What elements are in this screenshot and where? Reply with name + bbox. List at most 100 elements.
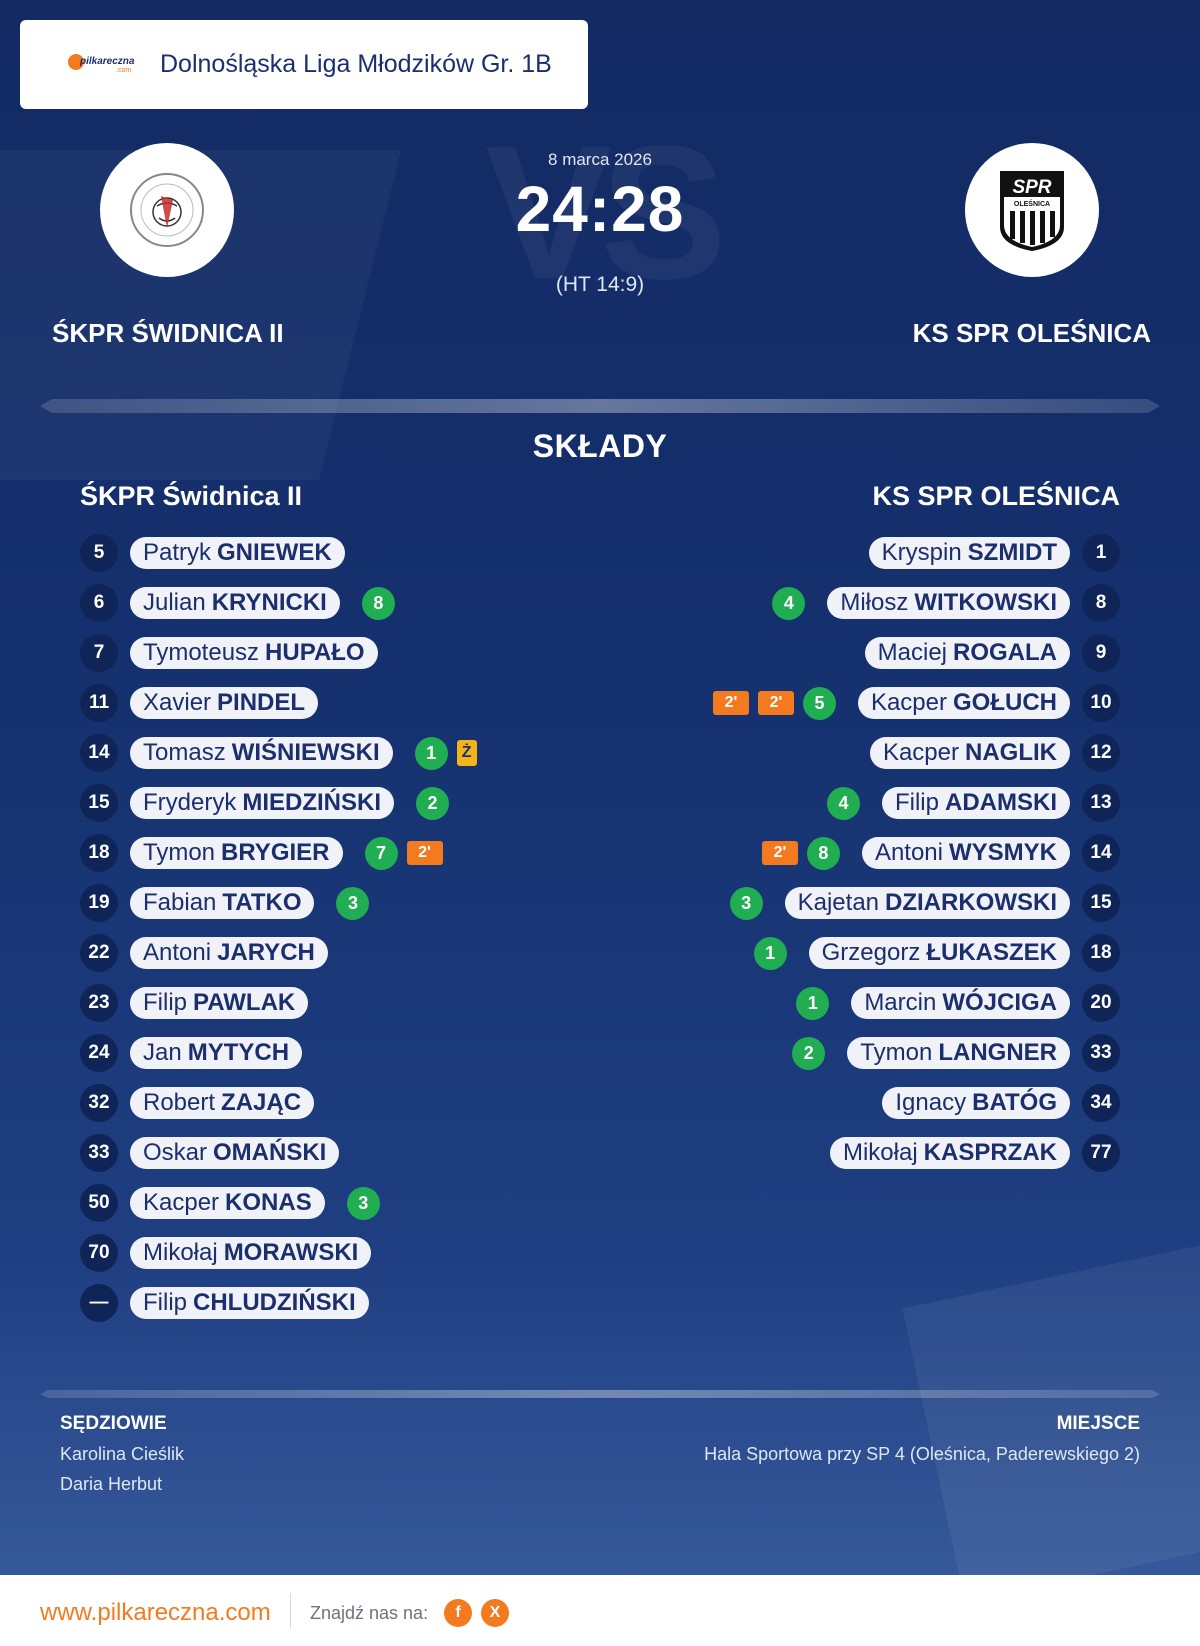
player-last-name: BATÓG xyxy=(972,1089,1057,1116)
player-name[interactable]: Filip CHLUDZIŃSKI xyxy=(130,1287,369,1319)
player-name[interactable]: Miłosz WITKOWSKI xyxy=(827,587,1070,619)
player-row[interactable]: 18 Tymon BRYGIER 7 2' xyxy=(80,828,600,878)
player-first-name: Kacper xyxy=(882,739,959,766)
player-row[interactable]: 6 Julian KRYNICKI 8 xyxy=(80,578,600,628)
match-score: 24:28 xyxy=(515,173,685,245)
facebook-icon[interactable]: f xyxy=(444,1599,472,1627)
player-name[interactable]: Kajetan DZIARKOWSKI xyxy=(784,887,1070,919)
player-first-name: Xavier xyxy=(143,689,212,716)
player-name[interactable]: Maciej ROGALA xyxy=(864,637,1070,669)
player-name[interactable]: Robert ZAJĄC xyxy=(130,1087,315,1119)
home-team-name[interactable]: ŚKPR ŚWIDNICA II xyxy=(52,318,284,348)
player-row[interactable]: 12 Kacper NAGLIK xyxy=(600,728,1120,778)
player-row[interactable]: 70 Mikołaj MORAWSKI xyxy=(80,1228,600,1278)
player-row[interactable]: 22 Antoni JARYCH xyxy=(80,928,600,978)
away-team-name[interactable]: KS SPR OLEŚNICA xyxy=(912,318,1151,348)
player-first-name: Antoni xyxy=(874,839,943,866)
player-name[interactable]: Jan MYTYCH xyxy=(130,1037,303,1069)
player-name[interactable]: Filip PAWLAK xyxy=(130,987,309,1019)
player-stats: 8 xyxy=(361,586,395,620)
player-last-name: JARYCH xyxy=(217,939,315,966)
player-name[interactable]: Tomasz WIŚNIEWSKI xyxy=(130,737,393,769)
player-row[interactable]: 50 Kacper KONAS 3 xyxy=(80,1178,600,1228)
player-name[interactable]: Grzegorz ŁUKASZEK xyxy=(808,937,1070,969)
player-row[interactable]: 10 Kacper GOŁUCH 5 2' 2' xyxy=(600,678,1120,728)
player-row[interactable]: 15 Fryderyk MIEDZIŃSKI 2 xyxy=(80,778,600,828)
player-name[interactable]: Ignacy BATÓG xyxy=(882,1087,1070,1119)
player-row[interactable]: 7 Tymoteusz HUPAŁO xyxy=(80,628,600,678)
player-name[interactable]: Patryk GNIEWEK xyxy=(130,537,345,569)
player-row[interactable]: 14 Antoni WYSMYK 8 2' xyxy=(600,828,1120,878)
player-number: 18 xyxy=(1082,934,1120,972)
player-row[interactable]: 14 Tomasz WIŚNIEWSKI 1 Ż xyxy=(80,728,600,778)
player-row[interactable]: 33 Oskar OMAŃSKI xyxy=(80,1128,600,1178)
pilkareczna-logo[interactable]: pilkareczna .com xyxy=(68,52,140,76)
player-last-name: GNIEWEK xyxy=(217,539,332,566)
player-row[interactable]: — Filip CHLUDZIŃSKI xyxy=(80,1278,600,1328)
player-row[interactable]: 32 Robert ZAJĄC xyxy=(80,1078,600,1128)
player-name[interactable]: Xavier PINDEL xyxy=(130,687,319,719)
player-first-name: Oskar xyxy=(143,1139,208,1166)
player-name[interactable]: Fabian TATKO xyxy=(130,887,315,919)
player-name[interactable]: Filip ADAMSKI xyxy=(881,787,1070,819)
player-last-name: GOŁUCH xyxy=(953,689,1057,716)
player-row[interactable]: 33 Tymon LANGNER 2 xyxy=(600,1028,1120,1078)
player-row[interactable]: 8 Miłosz WITKOWSKI 4 xyxy=(600,578,1120,628)
goals-badge: 1 xyxy=(796,986,830,1020)
player-first-name: Mikołaj xyxy=(143,1239,218,1266)
player-first-name: Jan xyxy=(143,1039,182,1066)
player-name[interactable]: Tymoteusz HUPAŁO xyxy=(130,637,378,669)
player-name[interactable]: Julian KRYNICKI xyxy=(130,587,340,619)
player-last-name: KONAS xyxy=(225,1189,312,1216)
player-first-name: Tymoteusz xyxy=(143,639,260,666)
goals-badge: 1 xyxy=(753,936,787,970)
player-number: 14 xyxy=(1082,834,1120,872)
crest-subtext: OLEŚNICA xyxy=(1014,199,1050,208)
player-row[interactable]: 23 Filip PAWLAK xyxy=(80,978,600,1028)
player-last-name: PAWLAK xyxy=(193,989,296,1016)
player-row[interactable]: 9 Maciej ROGALA xyxy=(600,628,1120,678)
player-name[interactable]: Tymon BRYGIER xyxy=(130,837,343,869)
player-row[interactable]: 20 Marcin WÓJCIGA 1 xyxy=(600,978,1120,1028)
suspension-badge: 2' xyxy=(757,691,794,715)
site-link[interactable]: www.pilkareczna.com xyxy=(40,1599,271,1626)
player-row[interactable]: 1 Kryspin SZMIDT xyxy=(600,528,1120,578)
player-stats: 1 xyxy=(753,936,787,970)
player-first-name: Antoni xyxy=(143,939,212,966)
x-icon[interactable]: X xyxy=(481,1599,509,1627)
player-number: 10 xyxy=(1082,684,1120,722)
player-name[interactable]: Kacper KONAS xyxy=(130,1187,325,1219)
player-row[interactable]: 19 Fabian TATKO 3 xyxy=(80,878,600,928)
player-name[interactable]: Antoni JARYCH xyxy=(130,937,328,969)
player-name[interactable]: Marcin WÓJCIGA xyxy=(851,987,1070,1019)
player-row[interactable]: 77 Mikołaj KASPRZAK xyxy=(600,1128,1120,1178)
player-number: 33 xyxy=(1082,1034,1120,1072)
goals-badge: 4 xyxy=(826,786,860,820)
player-name[interactable]: Tymon LANGNER xyxy=(847,1037,1070,1069)
player-row[interactable]: 24 Jan MYTYCH xyxy=(80,1028,600,1078)
goals-badge: 3 xyxy=(729,886,763,920)
player-row[interactable]: 13 Filip ADAMSKI 4 xyxy=(600,778,1120,828)
player-first-name: Robert xyxy=(143,1089,216,1116)
player-name[interactable]: Fryderyk MIEDZIŃSKI xyxy=(130,787,395,819)
player-name[interactable]: Oskar OMAŃSKI xyxy=(130,1137,340,1169)
player-name[interactable]: Kacper NAGLIK xyxy=(869,737,1070,769)
player-name[interactable]: Antoni WYSMYK xyxy=(861,837,1070,869)
footer: www.pilkareczna.com Znajdź nas na: f X xyxy=(0,1575,1200,1646)
player-stats: 7 2' xyxy=(364,836,443,870)
player-row[interactable]: 11 Xavier PINDEL xyxy=(80,678,600,728)
player-name[interactable]: Kryspin SZMIDT xyxy=(868,537,1070,569)
player-row[interactable]: 18 Grzegorz ŁUKASZEK 1 xyxy=(600,928,1120,978)
player-stats: 8 2' xyxy=(761,836,840,870)
player-last-name: KRYNICKI xyxy=(211,589,327,616)
player-name[interactable]: Mikołaj MORAWSKI xyxy=(130,1237,372,1269)
player-row[interactable]: 15 Kajetan DZIARKOWSKI 3 xyxy=(600,878,1120,928)
player-row[interactable]: 5 Patryk GNIEWEK xyxy=(80,528,600,578)
player-row[interactable]: 34 Ignacy BATÓG xyxy=(600,1078,1120,1128)
player-name[interactable]: Kacper GOŁUCH xyxy=(857,687,1070,719)
player-number: 1 xyxy=(1082,534,1120,572)
player-name[interactable]: Mikołaj KASPRZAK xyxy=(829,1137,1070,1169)
home-lineup-title: ŚKPR Świdnica II xyxy=(80,481,303,511)
player-number: 33 xyxy=(80,1134,118,1172)
